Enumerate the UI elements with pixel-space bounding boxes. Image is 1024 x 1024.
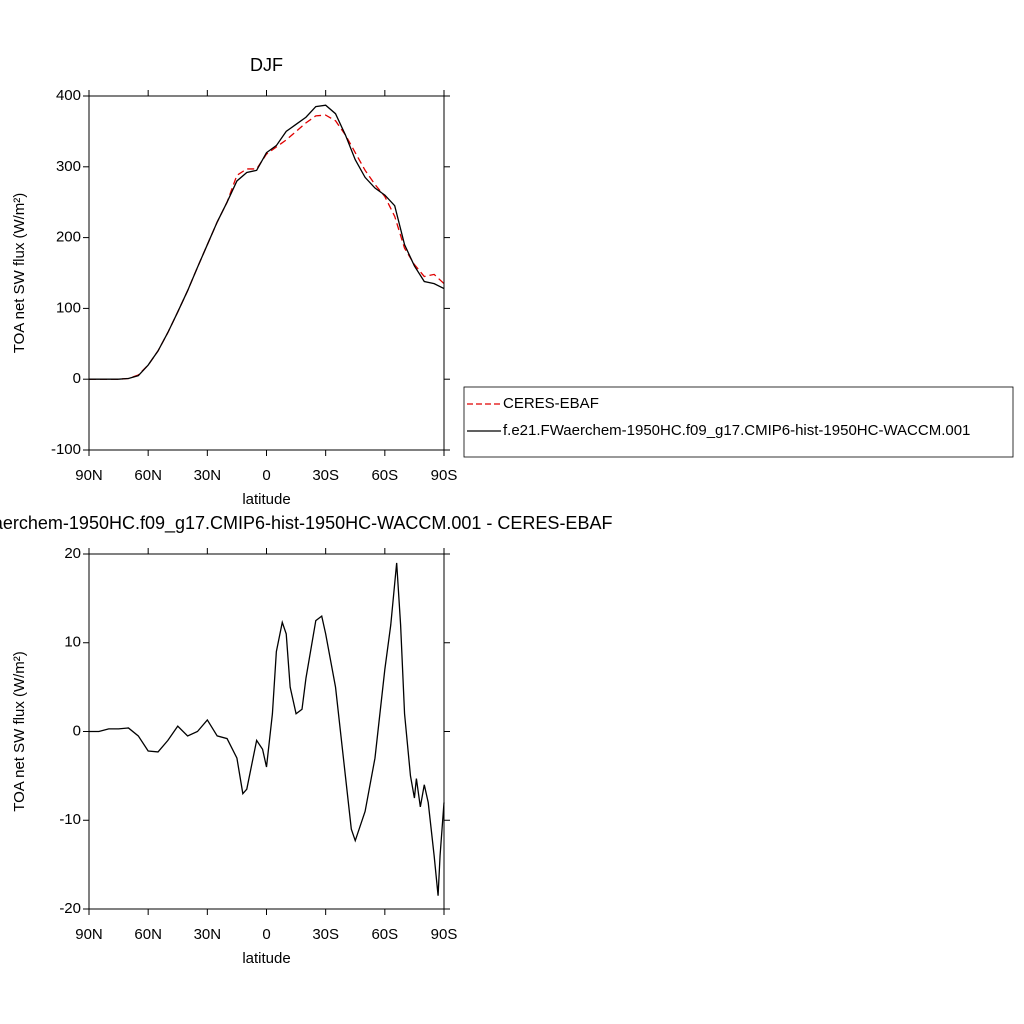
legend-box <box>463 386 1014 458</box>
x-tick-label: 60N <box>134 926 162 943</box>
x-tick-label: 30N <box>194 926 222 943</box>
chart-title: DJF <box>250 55 283 75</box>
x-tick-label: 30S <box>312 467 339 484</box>
x-axis-label: latitude <box>242 491 290 508</box>
x-tick-label: 90N <box>75 926 103 943</box>
x-tick-label: 60N <box>134 467 162 484</box>
legend-label: f.e21.FWaerchem-1950HC.f09_g17.CMIP6-his… <box>503 422 970 439</box>
y-axis-label: TOA net SW flux (W/m²) <box>11 651 28 812</box>
legend-label: CERES-EBAF <box>503 395 599 412</box>
x-axis-label: latitude <box>242 950 290 967</box>
x-tick-label: 0 <box>262 467 270 484</box>
y-tick-label: 0 <box>73 722 81 739</box>
x-tick-label: 30S <box>312 926 339 943</box>
y-tick-label: 20 <box>64 545 81 562</box>
plot-frame <box>88 553 445 910</box>
chart-title: f.e21.FWaerchem-1950HC.f09_g17.CMIP6-his… <box>0 513 612 534</box>
y-tick-label: 400 <box>56 87 81 104</box>
y-tick-label: 100 <box>56 299 81 316</box>
x-tick-label: 90N <box>75 467 103 484</box>
y-tick-label: -20 <box>59 900 81 917</box>
x-tick-label: 60S <box>371 926 398 943</box>
data-line <box>89 114 445 380</box>
plot-frame <box>88 95 445 451</box>
x-tick-label: 90S <box>431 926 458 943</box>
x-tick-label: 60S <box>371 467 398 484</box>
y-tick-label: -100 <box>51 441 81 458</box>
y-axis-label: TOA net SW flux (W/m²) <box>11 193 28 354</box>
data-line <box>89 104 445 380</box>
y-tick-label: 10 <box>64 634 81 651</box>
y-tick-label: 0 <box>73 370 81 387</box>
y-tick-label: -10 <box>59 811 81 828</box>
x-tick-label: 30N <box>194 467 222 484</box>
y-tick-label: 300 <box>56 158 81 175</box>
x-tick-label: 0 <box>262 926 270 943</box>
y-tick-label: 200 <box>56 229 81 246</box>
data-line <box>89 562 445 896</box>
x-tick-label: 90S <box>431 467 458 484</box>
